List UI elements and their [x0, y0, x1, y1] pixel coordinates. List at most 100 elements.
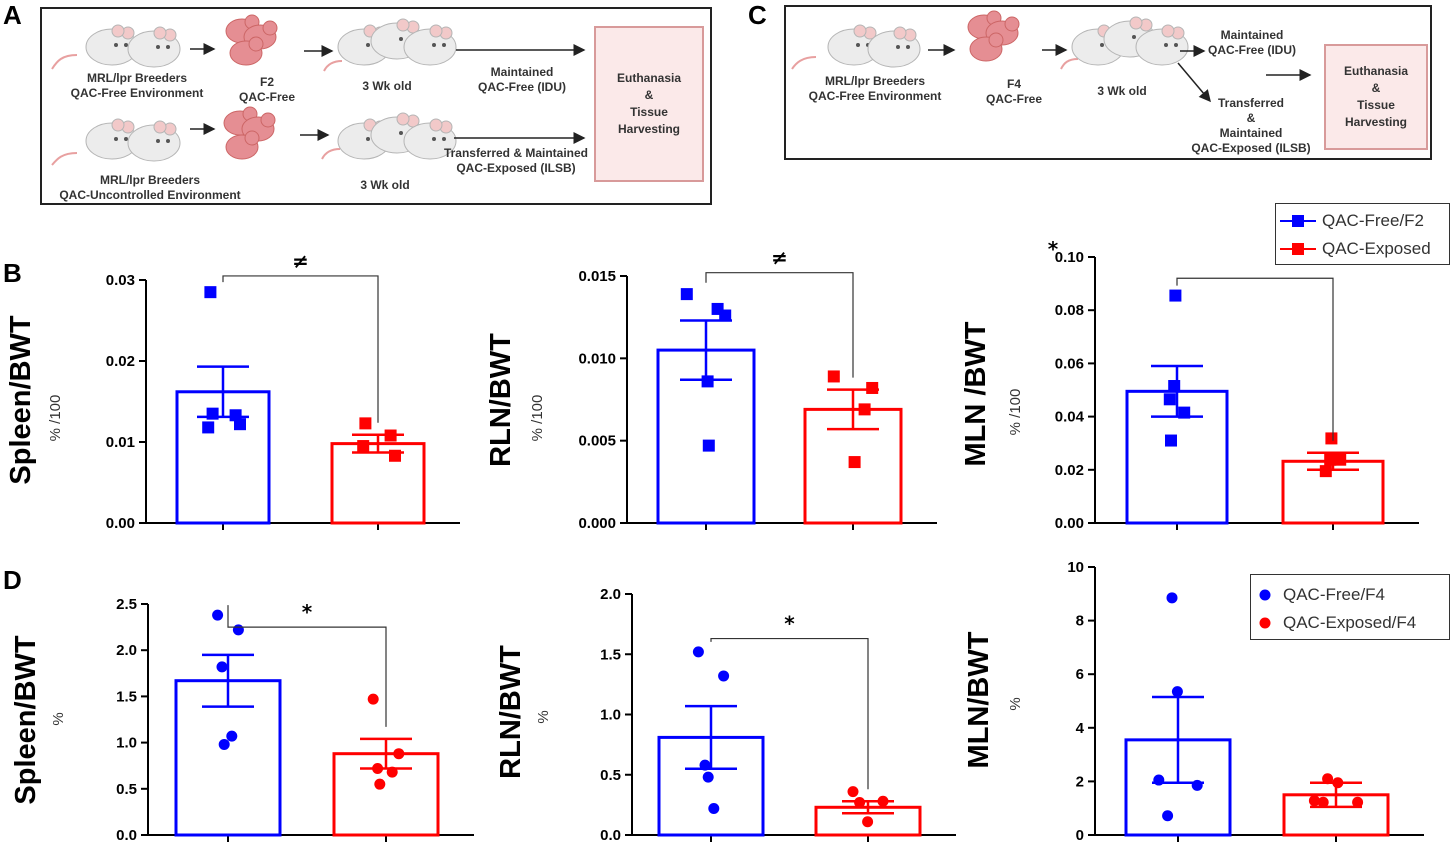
breeder-mice-icon-top — [51, 24, 181, 70]
maintained-label: Maintained QAC-Free (IDU) — [477, 65, 566, 94]
data-point — [1168, 380, 1181, 393]
y-tick-label: 0.02 — [106, 353, 135, 370]
y-tick-label: 0 — [1076, 827, 1084, 844]
y-tick-label: 2.0 — [116, 642, 137, 659]
breeders-free-label: MRL/lpr Breeders QAC-Free Environment — [70, 71, 204, 100]
y-tick-label: 0.01 — [106, 434, 135, 451]
diagram-c-art — [791, 10, 1312, 103]
y-tick-label: 1.5 — [116, 688, 137, 705]
y-tick-label: 0.5 — [116, 781, 137, 798]
y-tick-label: 1.0 — [600, 707, 621, 724]
y-axis-title: RLN/BWT — [495, 645, 527, 779]
data-point — [1332, 777, 1344, 789]
data-point — [701, 375, 714, 388]
data-point — [386, 766, 398, 778]
legend-b-item-free: QAC-Free/F2 — [1276, 210, 1424, 232]
significance-bracket — [705, 272, 854, 378]
legend-b-item-exposed: QAC-Exposed — [1276, 238, 1431, 260]
transferred-c-label: Transferred & Maintained QAC-Exposed (ILSB) — [1191, 96, 1311, 155]
data-point — [216, 661, 228, 673]
panel-label-c: C — [748, 0, 767, 30]
data-point — [374, 778, 386, 790]
data-point — [718, 670, 730, 682]
data-point — [1308, 795, 1320, 807]
data-point — [206, 407, 219, 420]
y-tick-label: 0.000 — [578, 515, 616, 532]
y-axis-unit: % — [50, 712, 67, 725]
y-tick-label: 0.02 — [1055, 462, 1084, 479]
data-point — [1171, 686, 1183, 698]
data-point — [1162, 810, 1174, 822]
data-point — [202, 421, 215, 434]
data-point — [827, 370, 840, 383]
data-point — [226, 730, 238, 742]
data-point — [1153, 774, 1165, 786]
legend-d-swatch-exposed — [1259, 617, 1271, 629]
chart-d-mlnbwt: 0 2 4 6 8 10 MLN/BWT% — [963, 559, 1424, 844]
data-point — [854, 796, 866, 808]
y-axis-title: MLN/BWT — [963, 631, 995, 768]
data-point — [702, 439, 715, 452]
data-point — [711, 302, 724, 315]
data-point — [393, 748, 405, 760]
y-tick-label: 0.10 — [1055, 249, 1084, 266]
y-tick-label: 8 — [1076, 613, 1084, 630]
y-tick-label: 6 — [1076, 666, 1084, 683]
y-tick-label: 0.00 — [106, 515, 135, 532]
euthanasia-box-c: Euthanasia & Tissue Harvesting — [1324, 44, 1428, 150]
f4-label: F4 QAC-Free — [985, 77, 1042, 106]
y-tick-label: 0.0 — [116, 827, 137, 844]
data-point — [212, 609, 224, 621]
legend-d-item-exposed: QAC-Exposed/F4 — [1251, 612, 1416, 634]
panel-label-d: D — [3, 565, 22, 595]
breeder-mice-icon-c — [791, 24, 921, 70]
diagram-a: MRL/lpr Breeders QAC-Free Environment F2 Q… — [40, 7, 712, 205]
data-point — [1163, 393, 1176, 406]
data-point — [1178, 406, 1191, 419]
data-point — [1166, 592, 1178, 604]
y-tick-label: 0.010 — [578, 350, 616, 367]
chart-d-rlnbwt: 0.0 0.5 1.0 1.5 2.0 RLN/BWT % * — [495, 586, 956, 844]
data-point — [372, 762, 384, 774]
y-axis-unit: % — [1007, 697, 1024, 710]
wk-bottom-label: 3 Wk old — [360, 178, 410, 192]
legend-b-label-free: QAC-Free/F2 — [1322, 211, 1425, 230]
data-point — [1191, 779, 1203, 791]
data-point — [848, 456, 861, 469]
data-point — [357, 440, 370, 453]
panel-label-a: A — [3, 0, 22, 30]
chart-b-rlnbwt: 0.000 0.005 0.010 0.015 RLN/BWT % /100 ≠ — [485, 246, 937, 532]
data-point — [359, 417, 372, 430]
bar-1 — [330, 442, 426, 525]
data-point — [847, 786, 859, 798]
legend-d-label-free: QAC-Free/F4 — [1283, 585, 1386, 604]
legend-b-label-exposed: QAC-Exposed — [1322, 239, 1431, 258]
y-tick-label: 0.0 — [600, 827, 621, 844]
data-point — [862, 816, 874, 828]
data-point — [232, 624, 244, 636]
y-tick-label: 2 — [1076, 773, 1084, 790]
data-point — [1165, 434, 1177, 447]
data-point — [680, 288, 693, 301]
y-tick-label: 0.08 — [1055, 302, 1084, 319]
data-point — [1352, 796, 1364, 808]
data-point — [218, 738, 230, 750]
y-tick-label: 0.04 — [1055, 409, 1085, 426]
significance-marker: ≠ — [771, 246, 788, 270]
data-point — [1325, 432, 1338, 445]
data-point — [877, 795, 889, 807]
significance-marker: * — [1048, 237, 1059, 261]
y-axis-title: Spleen/BWT — [10, 635, 42, 804]
data-point — [204, 286, 217, 299]
f2-label: F2 QAC-Free — [238, 75, 295, 104]
data-point — [234, 418, 246, 431]
y-axis-title: MLN /BWT — [960, 321, 992, 466]
data-point — [1322, 773, 1334, 785]
y-tick-label: 0.005 — [578, 433, 616, 450]
data-point — [699, 759, 711, 771]
data-point — [866, 381, 879, 394]
y-axis-unit: % — [535, 710, 552, 723]
legend-d-label-exposed: QAC-Exposed/F4 — [1283, 613, 1417, 632]
y-axis-unit: % /100 — [1007, 389, 1024, 436]
